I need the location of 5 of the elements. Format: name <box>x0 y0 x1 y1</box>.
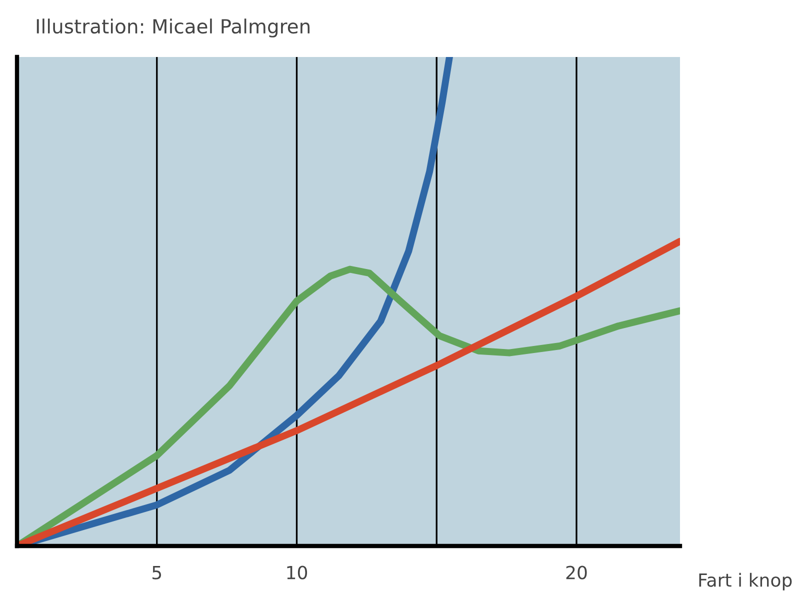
x-axis-title: Fart i knop <box>699 572 792 590</box>
x-tick-label: 20 <box>566 566 587 580</box>
x-tick-label: 5 <box>152 566 162 580</box>
text: Illustration: Micael Palmgren <box>36 18 310 38</box>
x-tick-label: 10 <box>287 566 308 580</box>
